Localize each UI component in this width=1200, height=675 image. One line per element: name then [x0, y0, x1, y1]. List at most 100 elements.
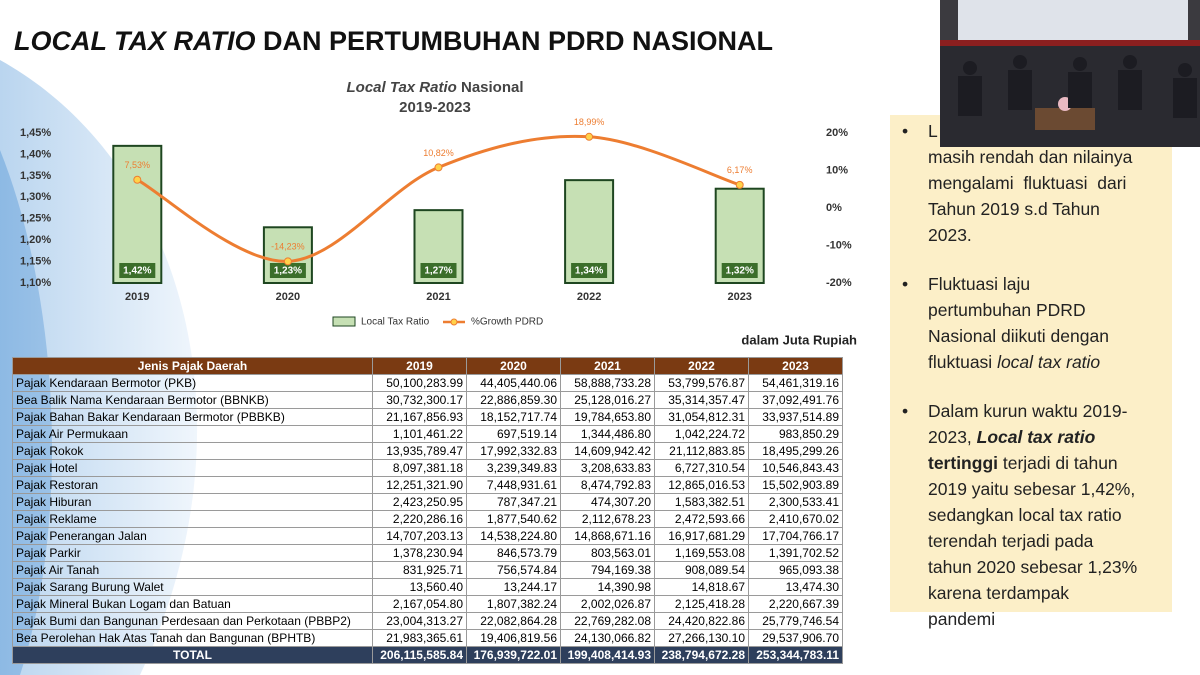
unit-note: dalam Juta Rupiah	[741, 332, 857, 347]
cell: 697,519.14	[466, 425, 561, 443]
y2-tick-label: 20%	[826, 127, 848, 139]
row: Pajak Sarang Burung Walet 13,560.40 13,244…	[12, 578, 843, 596]
cell: 794,169.38	[560, 561, 655, 579]
chart-subtitle: 2019-2023	[399, 99, 471, 116]
cell: Pajak Parkir	[12, 544, 373, 562]
row: Pajak Bumi dan Bangunan Perdesaan dan Pe…	[12, 612, 843, 630]
cell: 21,112,883.85	[654, 442, 749, 460]
cell: 1,344,486.80	[560, 425, 655, 443]
cell: 2,125,418.28	[654, 595, 749, 613]
header-cell: 2022	[654, 357, 749, 375]
line-marker	[434, 163, 443, 172]
line: karena terdampak	[928, 583, 1070, 603]
cell: Pajak Bahan Bakar Kendaraan Bermotor (PB…	[12, 408, 373, 426]
y2-tick-label: 10%	[826, 164, 848, 176]
row: Bea Balik Nama Kendaraan Bermotor (BBNKB…	[12, 391, 843, 409]
bullet: L masih rendah dan nilainya mengalami fl…	[900, 118, 1137, 248]
cell: 17,992,332.83	[466, 442, 561, 460]
cell: 803,563.01	[560, 544, 655, 562]
line-marker	[133, 175, 142, 184]
chart-title-rest: Nasional	[457, 79, 524, 96]
row: Pajak Hotel 8,097,381.18 3,239,349.83 3,208…	[12, 459, 843, 477]
bar-label-bg	[119, 263, 156, 278]
line: 2023.	[928, 225, 972, 245]
header-cell: 2019	[372, 357, 467, 375]
cell: 37,092,491.76	[748, 391, 843, 409]
row: Pajak Hiburan 2,423,250.95 787,347.21 474,3…	[12, 493, 843, 511]
bar	[112, 144, 163, 284]
bar-label-bg	[571, 263, 608, 278]
row: Pajak Mineral Bukan Logam dan Batuan 2,16…	[12, 595, 843, 613]
text: fluktuasi	[928, 352, 998, 372]
cell: 30,732,300.17	[372, 391, 467, 409]
line: terendah terjadi pada	[928, 531, 1094, 551]
cell: 13,935,789.47	[372, 442, 467, 460]
cell: Pajak Kendaraan Bermotor (PKB)	[12, 374, 373, 392]
header-cell: 2023	[748, 357, 843, 375]
line-label: -14,23%	[271, 242, 305, 252]
bar-label: 1,42%	[123, 266, 151, 277]
total-cell: 253,344,783.11	[748, 646, 843, 664]
total-cell: 238,794,672.28	[654, 646, 749, 664]
row: Pajak Air Permukaan 1,101,461.22 697,519.1…	[12, 425, 843, 443]
text: local tax ratio	[997, 352, 1101, 372]
y-tick-label: 1,40%	[20, 148, 51, 160]
cell: Pajak Air Tanah	[12, 561, 373, 579]
x-tick-label: 2020	[276, 291, 300, 303]
line-label: 10,82%	[423, 148, 454, 158]
cell: 14,538,224.80	[466, 527, 561, 545]
x-tick-label: 2023	[727, 291, 751, 303]
y-tick-label: 1,15%	[20, 255, 51, 267]
row: Pajak Rokok 13,935,789.47 17,992,332.83 14,…	[12, 442, 843, 460]
legend-label: Local Tax Ratio	[361, 317, 430, 328]
total-cell: 176,939,722.01	[466, 646, 561, 664]
bar-label-bg	[269, 263, 306, 278]
cell: 31,054,812.31	[654, 408, 749, 426]
y2-tick-label: -20%	[826, 277, 852, 289]
cell: 17,704,766.17	[748, 527, 843, 545]
cell: Pajak Mineral Bukan Logam dan Batuan	[12, 595, 373, 613]
line-label: 6,17%	[727, 165, 753, 175]
cell: 2,423,250.95	[372, 493, 467, 511]
line: L	[928, 121, 938, 141]
line-label: 7,53%	[125, 160, 151, 170]
text: Local tax ratio	[976, 427, 1096, 447]
cell: 29,537,906.70	[748, 629, 843, 647]
cell: 756,574.84	[466, 561, 561, 579]
video-frame	[940, 0, 1200, 147]
cell: 2,167,054.80	[372, 595, 467, 613]
cell: 13,560.40	[372, 578, 467, 596]
y2-tick-label: 0%	[826, 202, 842, 214]
line-marker	[585, 132, 594, 141]
line: Dalam kurun waktu 2019-	[928, 401, 1128, 421]
total-cell: 199,408,414.93	[560, 646, 655, 664]
header-row: Jenis Pajak Daerah 2019 2020 2021 2022 2023	[12, 357, 843, 375]
bullet: Fluktuasi laju pertumbuhan PDRD Nasional…	[900, 271, 1137, 375]
cell: 44,405,440.06	[466, 374, 561, 392]
cell: 18,495,299.26	[748, 442, 843, 460]
legend-swatch	[450, 318, 458, 326]
line: Fluktuasi laju	[928, 274, 1031, 294]
row: Pajak Reklame 2,220,286.16 1,877,540.62 2,1…	[12, 510, 843, 528]
cell: 2,002,026.87	[560, 595, 655, 613]
row: Pajak Penerangan Jalan 14,707,203.13 14,53…	[12, 527, 843, 545]
cell: Pajak Air Permukaan	[12, 425, 373, 443]
cell: 15,502,903.89	[748, 476, 843, 494]
screen	[958, 0, 1188, 40]
cell: 474,307.20	[560, 493, 655, 511]
cell: Pajak Rokok	[12, 442, 373, 460]
line: masih rendah dan nilainya	[928, 147, 1133, 167]
bar-label: 1,27%	[424, 266, 452, 277]
cell: 787,347.21	[466, 493, 561, 511]
stage-strip	[940, 40, 1200, 46]
line-marker	[735, 180, 744, 189]
cell: 14,390.98	[560, 578, 655, 596]
line: mengalami fluktuasi dari	[928, 173, 1127, 193]
cell: 13,474.30	[748, 578, 843, 596]
cell: 2,220,667.39	[748, 595, 843, 613]
line: sedangkan local tax ratio	[928, 505, 1122, 525]
cell: 1,583,382.51	[654, 493, 749, 511]
tax-table: Jenis Pajak Daerah 2019 2020 2021 2022 2023 Pa…	[12, 357, 843, 664]
line: 2019 yaitu sebesar 1,42%,	[928, 479, 1136, 499]
cell: 1,807,382.24	[466, 595, 561, 613]
